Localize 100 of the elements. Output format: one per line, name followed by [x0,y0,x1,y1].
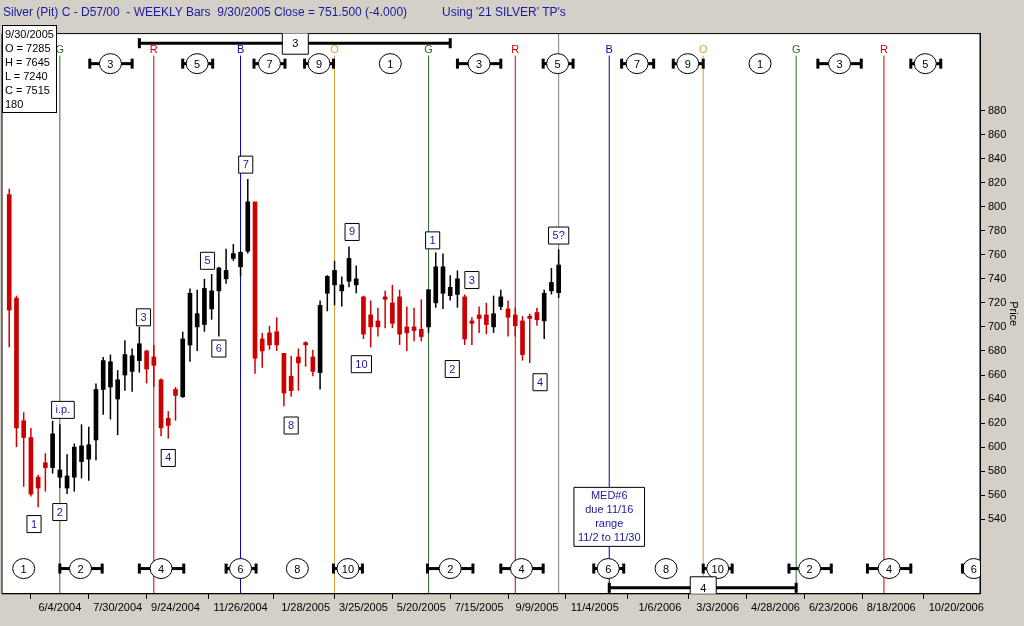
annotation: 8 [662,562,670,575]
candlestick [209,273,214,321]
candlestick [498,288,504,311]
y-tick-label: 680 [988,344,1007,356]
annotation: 10 [341,562,355,575]
y-tick-label: 660 [988,368,1007,381]
ref-line-label: G [424,42,433,55]
annotation: 2 [56,505,63,518]
candlestick [296,347,301,392]
annotation: 10 [711,562,724,575]
chart-subtitle: Using '21 SILVER' TP's [442,5,566,19]
annotation: 1 [756,57,764,70]
annotation: 1 [387,57,394,70]
x-tick-label: 9/9/2005 [515,601,559,614]
annotation: 8 [294,562,301,575]
y-tick-label: 620 [988,416,1007,429]
annotation: 7 [242,158,249,171]
candlestick [165,410,171,440]
y-tick-label: 740 [988,271,1007,284]
annotation: 7 [634,57,641,70]
annotation: 6 [605,562,612,575]
y-tick-label: 760 [988,247,1007,260]
candlestick [491,294,496,334]
ref-line-label: R [879,42,888,55]
annotation: 3 [140,310,147,323]
annotation: 6 [237,562,244,575]
annotation: 5 [194,57,201,70]
annotation: 2 [449,362,456,375]
annotation: 1 [20,562,27,575]
y-tick-label: 720 [988,295,1007,308]
candlestick [259,332,265,369]
candlestick [274,316,280,352]
x-tick-label: 7/30/2004 [93,601,143,614]
annotation: 4 [165,451,172,464]
annotation: 9 [315,57,323,70]
x-tick-label: 7/15/2005 [454,601,504,614]
annotation: 9/30/2005 O = 7285 H = 7645 L = 7240 C = 7515 180 [2,25,57,113]
candlestick [303,340,308,368]
y-tick-label: 540 [988,512,1007,525]
annotation: 5 [204,254,211,267]
y-tick-label: 580 [988,464,1007,477]
annotation: 6 [215,342,222,355]
x-tick-label: 6/4/2004 [38,601,82,614]
y-tick-label: 860 [988,127,1007,140]
y-tick-label: 840 [988,151,1007,164]
candlestick [353,264,359,295]
annotation: 8 [288,419,295,432]
candlestick [43,452,48,493]
ref-line-label: O [330,42,340,55]
x-tick-label: 8/18/2006 [866,601,916,614]
annotation: 3 [476,57,483,70]
candlestick [173,386,178,422]
candlestick [267,324,272,351]
x-tick-label: 5/20/2005 [396,601,446,614]
annotation: i.p. [55,403,71,416]
annotation: 6 [970,562,977,575]
candlestick [194,288,200,352]
candlestick [455,269,460,309]
candlestick [484,302,489,335]
annotation: 2 [77,562,84,575]
annotation: 1 [30,517,38,530]
x-tick-label: 3/25/2005 [338,601,388,614]
annotation: 9 [684,57,691,70]
chart-title: Silver (Pit) C - D57/00 - WEEKLY Bars 9/30/2005 Close = 751.500 (-4.000) [3,5,408,19]
candlestick [86,425,92,482]
annotation: 7 [266,57,273,70]
y-tick-label: 800 [988,199,1007,212]
y-tick-label: 560 [988,488,1007,501]
annotation: 10 [355,357,368,370]
x-tick-label: 3/3/2006 [696,601,740,614]
x-tick-label: 6/23/2006 [808,601,858,614]
candlestick [332,260,337,307]
x-tick-label: 9/24/2004 [151,601,200,614]
annotation: 2 [447,562,454,575]
annotation: 3 [836,57,843,70]
annotation: MED#6 due 11/16 range 11/2 to 11/30 [577,489,641,544]
ref-line-label: R [511,42,520,55]
annotation: 4 [157,562,165,575]
x-tick-label: 11/26/2004 [213,601,268,614]
annotation: 5 [922,57,929,70]
ref-line-label: R [149,42,158,55]
annotation: 2 [806,562,813,575]
annotation: 1 [429,233,436,246]
annotation: 4 [536,375,544,388]
x-tick-label: 10/20/2006 [928,601,984,614]
annotation: 4 [518,562,525,575]
annotation: 3 [107,57,114,70]
annotation: 4 [700,581,707,594]
x-tick-label: 1/6/2006 [638,601,682,614]
candlestick [447,274,453,302]
y-tick-label: 820 [988,175,1007,188]
x-tick-label: 4/28/2006 [751,601,800,614]
y-tick-label: 600 [988,440,1007,453]
y-axis-title: Price [1008,301,1021,327]
candlestick [324,274,330,313]
annotation: 3 [292,37,299,50]
candlestick [238,250,243,278]
ref-line-label: B [605,42,613,55]
annotation: 5 [554,57,561,70]
x-tick-label: 11/4/2005 [570,601,619,614]
